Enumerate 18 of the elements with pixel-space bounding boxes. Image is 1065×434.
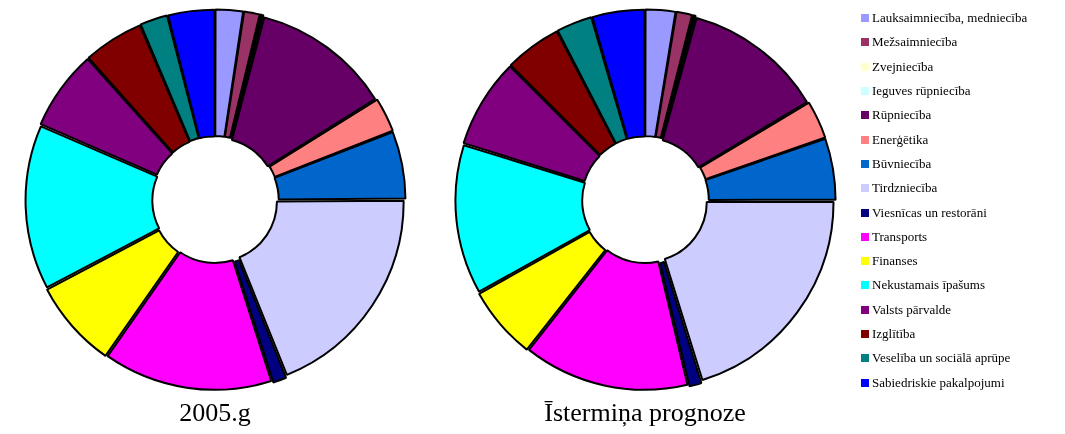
legend-label: Rūpniecība xyxy=(872,107,932,124)
legend-label: Lauksaimniecība, medniecība xyxy=(872,10,1028,27)
legend-label: Sabiedriskie pakalpojumi xyxy=(872,374,1005,391)
legend-label: Tirdzniecība xyxy=(872,180,938,197)
legend-label: Mežsaimniecība xyxy=(872,34,958,51)
legend-label: Zvejniecība xyxy=(872,58,934,75)
legend-label: Valsts pārvalde xyxy=(872,301,952,318)
legend-label: Nekustamais īpašums xyxy=(872,277,986,294)
legend-label: Transports xyxy=(872,228,928,245)
slice-label: 2005.g xyxy=(179,398,251,428)
legend-label: Ieguves rūpniecība xyxy=(872,83,971,100)
legend-label: Veselība un sociālā aprūpe xyxy=(872,350,1011,367)
legend-label: Viesnīcas un restorāni xyxy=(872,204,987,221)
legend-label: Izglītība xyxy=(872,326,916,342)
legend-label: Enerģētika xyxy=(872,131,929,148)
slice-label: Īstermiņa prognoze xyxy=(544,398,746,428)
legend-label: Finanses xyxy=(872,253,918,270)
legend-label: Būvniecība xyxy=(872,155,932,172)
